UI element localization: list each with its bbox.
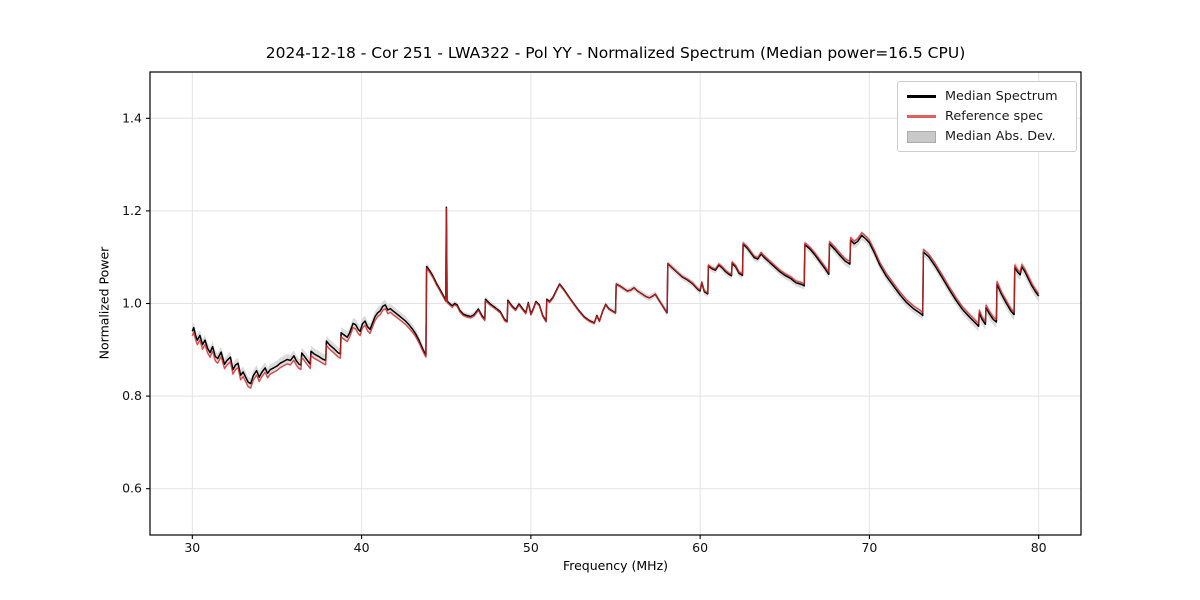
chart-title: 2024-12-18 - Cor 251 - LWA322 - Pol YY -… bbox=[265, 44, 966, 62]
x-tick-label: 30 bbox=[184, 540, 200, 555]
reference-spec-line-swatch bbox=[907, 115, 936, 118]
x-tick-label: 50 bbox=[523, 540, 539, 555]
legend-label: Median Spectrum bbox=[945, 89, 1058, 104]
legend-item-median-spectrum: Median Spectrum bbox=[907, 89, 1066, 104]
legend-item-reference-spec: Reference spec bbox=[907, 109, 1066, 124]
x-tick-label: 70 bbox=[861, 540, 877, 555]
x-tick-label: 80 bbox=[1031, 540, 1047, 555]
y-tick-label: 0.6 bbox=[122, 481, 142, 496]
legend-item-median-abs-dev: Median Abs. Dev. bbox=[907, 129, 1066, 144]
median-abs-dev-patch-swatch bbox=[907, 130, 936, 143]
y-tick-label: 0.8 bbox=[122, 388, 142, 403]
legend-label: Median Abs. Dev. bbox=[945, 129, 1056, 144]
y-tick-label: 1.2 bbox=[122, 203, 142, 218]
legend-label: Reference spec bbox=[945, 109, 1044, 124]
reference-spec-line bbox=[191, 207, 1040, 389]
legend: Median Spectrum Reference spec Median Ab… bbox=[897, 81, 1077, 152]
x-tick-label: 40 bbox=[354, 540, 370, 555]
y-tick-label: 1.0 bbox=[122, 296, 142, 311]
y-axis-label: Normalized Power bbox=[96, 246, 112, 360]
x-tick-label: 60 bbox=[692, 540, 708, 555]
median-spectrum-line-swatch bbox=[907, 95, 936, 98]
x-axis-label: Frequency (MHz) bbox=[562, 558, 669, 573]
y-tick-label: 1.4 bbox=[122, 110, 142, 125]
